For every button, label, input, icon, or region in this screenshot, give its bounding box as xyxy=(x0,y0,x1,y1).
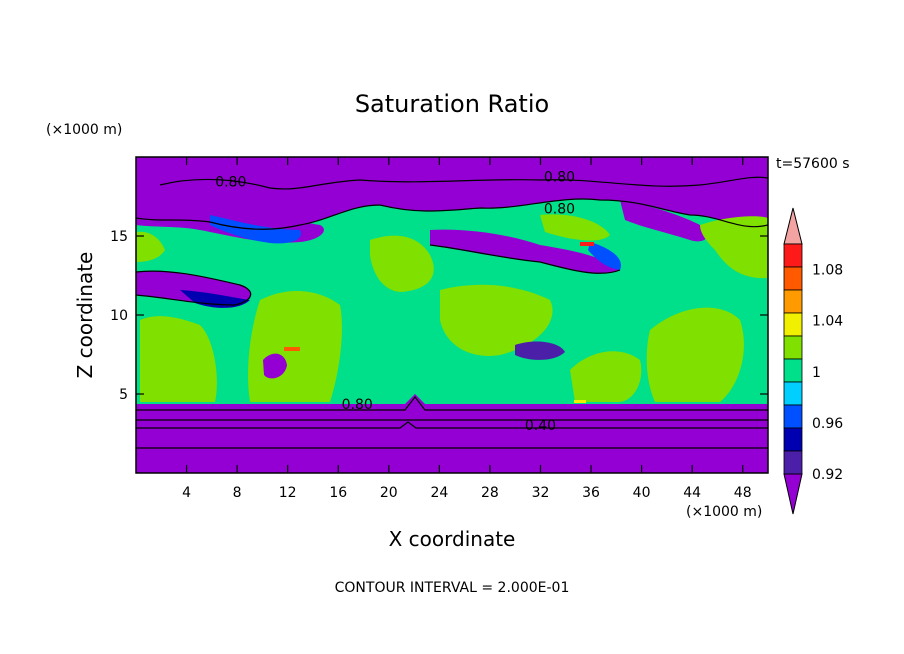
contour-label: 0.80 xyxy=(544,201,575,217)
colorbar-tick-label: 1.04 xyxy=(812,314,843,330)
red-spot-left xyxy=(284,347,300,351)
x-tick-label: 48 xyxy=(734,485,752,501)
contour-line-080-lower xyxy=(136,396,768,411)
colorbar-tick-label: 1 xyxy=(812,365,821,381)
contour-label: 0.80 xyxy=(215,174,246,190)
y-unit-label: (×1000 m) xyxy=(46,122,122,138)
x-tick-label: 36 xyxy=(582,485,600,501)
upper-green-patch-center xyxy=(540,214,610,241)
colorbar-bin xyxy=(783,266,803,291)
plot-area xyxy=(136,157,768,473)
lower-green-patch-1 xyxy=(140,316,217,402)
y-ticks: 5 10 15 xyxy=(110,229,768,403)
contour-lines xyxy=(136,176,768,449)
contour-line-080-upper xyxy=(136,198,768,230)
upper-right-purple xyxy=(620,200,708,242)
colorbar-bin xyxy=(783,381,803,406)
colorbar-bin xyxy=(783,404,803,429)
y-axis-label: Z coordinate xyxy=(73,252,97,379)
lower-green-patch-3 xyxy=(440,284,553,356)
time-label: t=57600 s xyxy=(776,156,850,172)
mid-blue-fringe-left xyxy=(180,290,250,308)
colorbar-bin xyxy=(783,450,803,475)
colorbar-bin xyxy=(783,335,803,360)
y-tick-label: 5 xyxy=(119,387,128,403)
purple-blob-lower-left xyxy=(263,353,287,379)
colorbar-tick-label: 0.92 xyxy=(812,467,843,483)
x-tick-label: 32 xyxy=(532,485,550,501)
lower-green-patch-5 xyxy=(646,307,744,402)
colorbar: 0.92 0.96 1 1.04 1.08 xyxy=(783,207,843,515)
colorbar-bin xyxy=(783,312,803,337)
contour-label: 0.40 xyxy=(525,418,556,434)
blue-fringe-right xyxy=(588,242,621,270)
upper-green-patch-left xyxy=(136,231,165,262)
x-tick-label: 28 xyxy=(481,485,499,501)
contour-line-080-band xyxy=(429,244,621,274)
colorbar-under-triangle xyxy=(783,473,803,515)
yellow-spot xyxy=(574,400,586,403)
x-tick-label: 4 xyxy=(182,485,191,501)
x-tick-label: 24 xyxy=(430,485,448,501)
contour-line-080-midband xyxy=(136,270,252,306)
y-tick-label: 15 xyxy=(110,229,128,245)
colorbar-over-triangle xyxy=(783,207,803,245)
contour-line-080-top xyxy=(159,176,768,190)
colorbar-bin xyxy=(783,289,803,314)
contour-labels: 0.80 0.80 0.80 0.80 0.40 xyxy=(215,170,575,434)
lower-green-patch-2 xyxy=(248,290,342,402)
upper-green-patch-right xyxy=(700,216,768,279)
x-tick-label: 44 xyxy=(683,485,701,501)
x-ticks: 4 8 12 16 20 24 28 32 36 40 44 48 xyxy=(182,157,752,501)
contour-interval-footer: CONTOUR INTERVAL = 2.000E-01 xyxy=(335,580,570,596)
lower-dry-region xyxy=(136,394,768,473)
x-tick-label: 40 xyxy=(633,485,651,501)
x-tick-label: 16 xyxy=(329,485,347,501)
colorbar-tick-label: 0.96 xyxy=(812,416,843,432)
x-tick-label: 12 xyxy=(279,485,297,501)
y-tick-label: 10 xyxy=(110,308,128,324)
colorbar-tick-label: 1.08 xyxy=(812,263,843,279)
chart-title: Saturation Ratio xyxy=(355,90,549,118)
colorbar-bin xyxy=(783,243,803,268)
colorbar-bin xyxy=(783,358,803,383)
contour-label: 0.80 xyxy=(342,397,373,413)
upper-green-patch-mid xyxy=(370,235,434,292)
x-axis-label: X coordinate xyxy=(389,527,516,551)
upper-right-band xyxy=(430,229,620,274)
contour-line-040-lower xyxy=(136,421,768,429)
red-spot-right xyxy=(580,242,594,246)
purple-blob-center xyxy=(515,341,565,360)
x-tick-label: 8 xyxy=(233,485,242,501)
x-unit-label: (×1000 m) xyxy=(686,504,762,520)
upper-dry-region xyxy=(136,157,768,230)
colorbar-bin xyxy=(783,427,803,452)
contour-label: 0.80 xyxy=(544,170,575,186)
x-tick-label: 20 xyxy=(380,485,398,501)
lower-green-patch-4 xyxy=(570,351,642,402)
